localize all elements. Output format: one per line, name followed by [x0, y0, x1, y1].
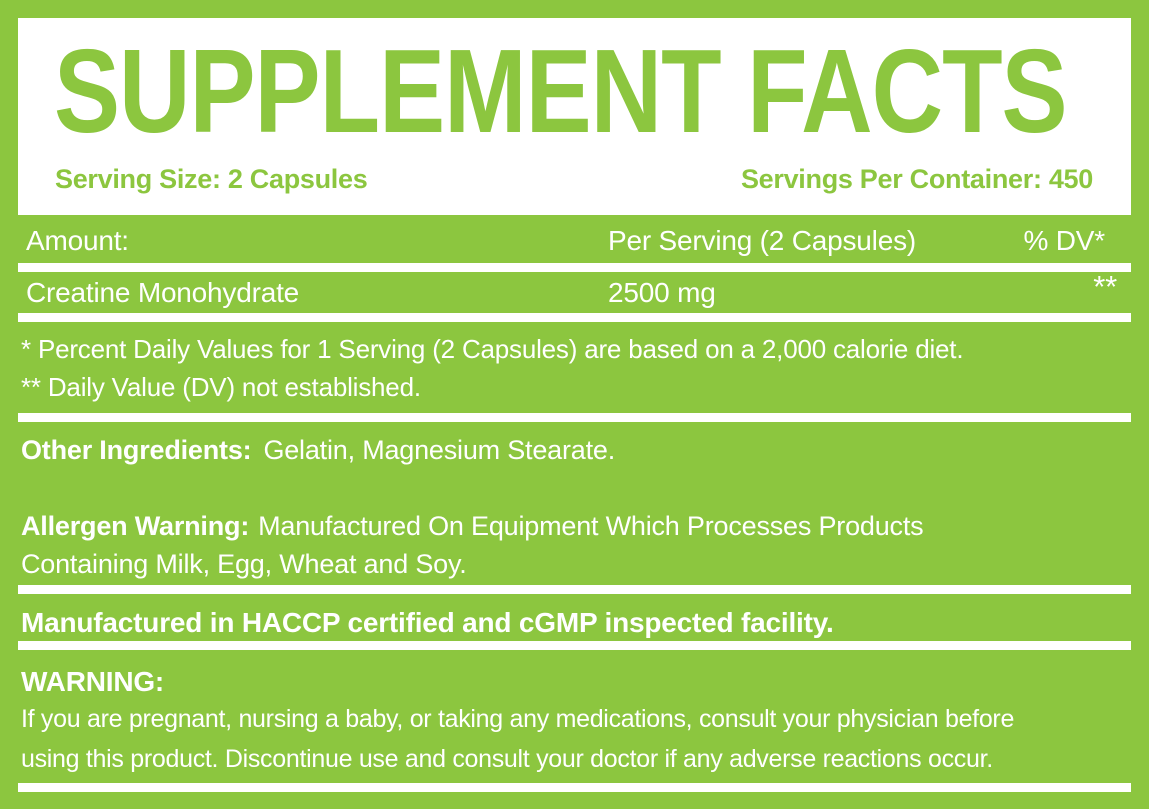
- percent-dv-footnote: * Percent Daily Values for 1 Serving (2 …: [21, 334, 964, 364]
- allergen-warning-line1: Allergen Warning: Manufactured On Equipme…: [21, 507, 1131, 545]
- serving-info-row: Serving Size: 2 Capsules Servings Per Co…: [55, 164, 1093, 195]
- column-header-dv: % DV*: [1023, 225, 1106, 256]
- ingredient-amount: 2500 mg: [608, 277, 716, 308]
- dv-not-established-footnote: ** Daily Value (DV) not established.: [21, 372, 421, 402]
- column-header-amount: Amount:: [26, 225, 129, 256]
- servings-per-container-text: Servings Per Container: 450: [740, 164, 1093, 194]
- warning-text-line1: If you are pregnant, nursing a baby, or …: [21, 705, 1015, 733]
- facility-statement: Manufactured in HACCP certified and cGMP…: [21, 607, 834, 638]
- warning-heading: WARNING:: [21, 666, 165, 697]
- divider-bar: [18, 263, 1131, 272]
- allergen-warning-text-1: Manufactured On Equipment Which Processe…: [258, 511, 924, 541]
- other-ingredients-line: Other Ingredients: Gelatin, Magnesium Ste…: [18, 435, 1131, 466]
- allergen-warning-text-2: Containing Milk, Egg, Wheat and Soy.: [21, 549, 467, 579]
- divider-bar: [18, 413, 1131, 422]
- header-panel: SUPPLEMENT FACTS Serving Size: 2 Capsule…: [18, 18, 1131, 215]
- other-ingredients-value: Gelatin, Magnesium Stearate.: [263, 435, 616, 465]
- page-title: SUPPLEMENT FACTS: [54, 23, 1068, 157]
- allergen-warning-block: Allergen Warning: Manufactured On Equipme…: [18, 507, 1131, 583]
- ingredient-dv: **: [1093, 269, 1117, 304]
- ingredient-name: Creatine Monohydrate: [26, 277, 300, 308]
- table-row: Creatine Monohydrate 2500 mg **: [18, 269, 1131, 309]
- column-header-per-serving: Per Serving (2 Capsules): [608, 225, 916, 256]
- warning-text-line2: using this product. Discontinue use and …: [21, 745, 993, 773]
- table-header-row: Amount: Per Serving (2 Capsules) % DV*: [18, 225, 1131, 257]
- divider-bar: [18, 783, 1131, 792]
- other-ingredients-label: Other Ingredients:: [21, 435, 252, 465]
- allergen-warning-label: Allergen Warning:: [21, 511, 250, 541]
- divider-bar: [18, 313, 1131, 322]
- divider-bar: [18, 585, 1131, 594]
- serving-size-text: Serving Size: 2 Capsules: [55, 164, 368, 194]
- divider-bar: [18, 641, 1131, 650]
